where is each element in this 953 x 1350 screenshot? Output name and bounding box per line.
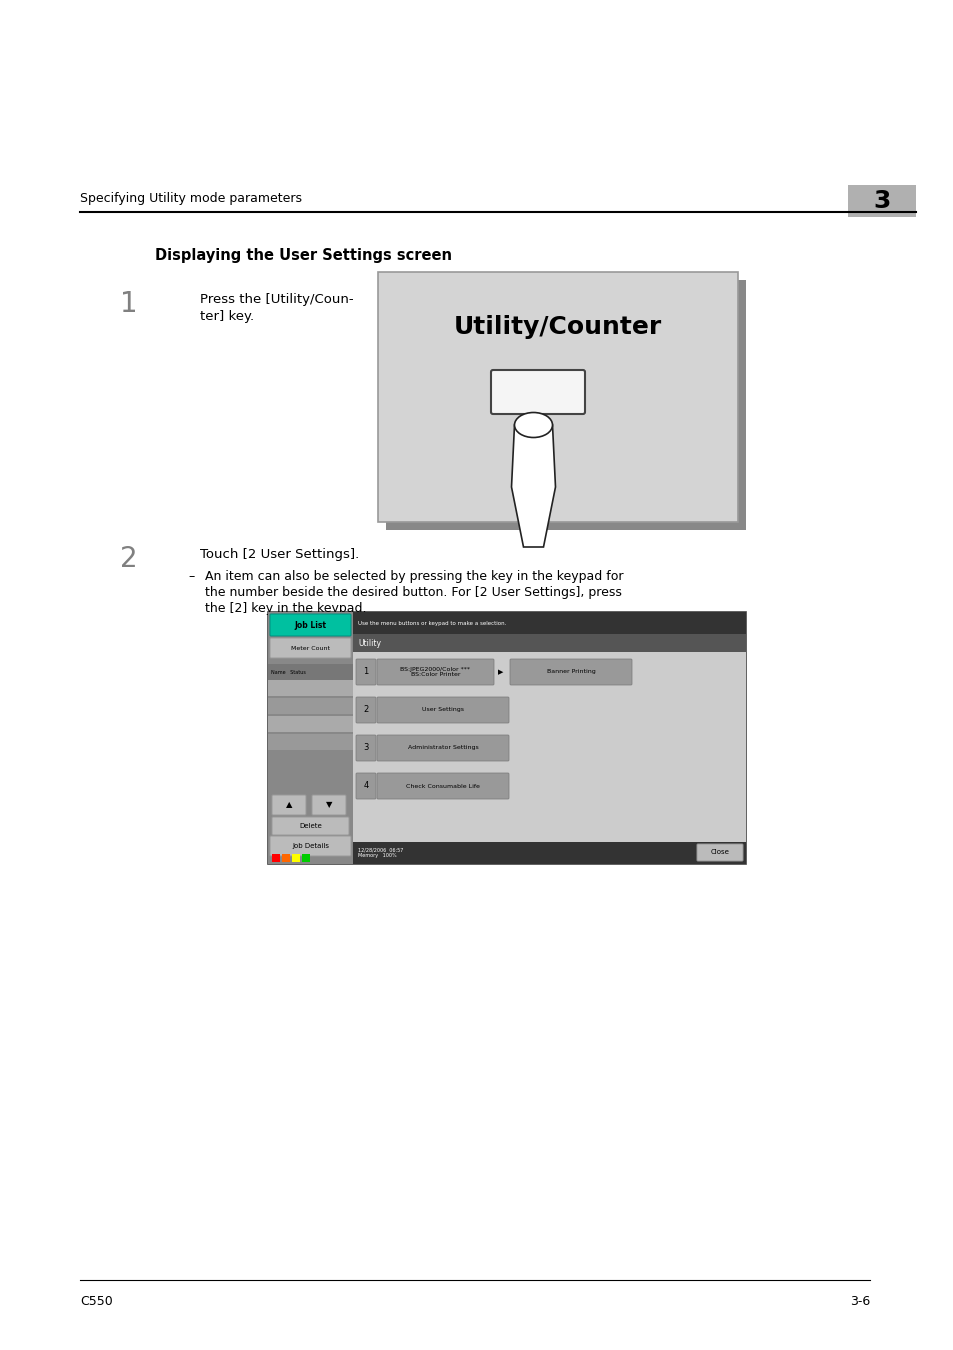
FancyBboxPatch shape — [302, 855, 310, 863]
Text: Utility: Utility — [357, 639, 380, 648]
Text: Displaying the User Settings screen: Displaying the User Settings screen — [154, 248, 452, 263]
Text: User Settings: User Settings — [421, 707, 463, 713]
Text: 4: 4 — [363, 782, 368, 791]
Text: 2: 2 — [120, 545, 137, 572]
FancyBboxPatch shape — [847, 185, 915, 217]
FancyBboxPatch shape — [353, 612, 745, 634]
FancyBboxPatch shape — [377, 271, 738, 522]
FancyBboxPatch shape — [386, 279, 745, 531]
Text: 1: 1 — [120, 290, 137, 319]
Text: ▶: ▶ — [497, 670, 503, 675]
FancyBboxPatch shape — [268, 680, 353, 697]
Text: Use the menu buttons or keypad to make a selection.: Use the menu buttons or keypad to make a… — [357, 621, 506, 625]
FancyBboxPatch shape — [272, 795, 306, 815]
Text: Job Details: Job Details — [292, 842, 329, 849]
Text: Meter Count: Meter Count — [291, 645, 330, 651]
Ellipse shape — [514, 413, 552, 437]
FancyBboxPatch shape — [355, 697, 375, 724]
FancyBboxPatch shape — [376, 774, 509, 799]
Text: Check Consumable Life: Check Consumable Life — [406, 783, 479, 788]
Polygon shape — [511, 425, 555, 547]
Text: ▲: ▲ — [286, 801, 292, 810]
Text: Name   Status: Name Status — [271, 670, 306, 675]
FancyBboxPatch shape — [292, 855, 299, 863]
FancyBboxPatch shape — [282, 855, 290, 863]
Text: 2: 2 — [363, 706, 368, 714]
FancyBboxPatch shape — [355, 734, 375, 761]
Text: An item can also be selected by pressing the key in the keypad for: An item can also be selected by pressing… — [205, 570, 623, 583]
FancyBboxPatch shape — [353, 652, 745, 842]
Text: Banner Printing: Banner Printing — [546, 670, 595, 675]
FancyBboxPatch shape — [353, 842, 745, 864]
FancyBboxPatch shape — [376, 697, 509, 724]
Text: C550: C550 — [80, 1295, 112, 1308]
FancyBboxPatch shape — [697, 844, 742, 861]
Text: 12/28/2006  06:57
Memory   100%: 12/28/2006 06:57 Memory 100% — [357, 848, 403, 859]
Text: 3-6: 3-6 — [849, 1295, 869, 1308]
FancyBboxPatch shape — [268, 698, 353, 714]
FancyBboxPatch shape — [270, 614, 351, 636]
FancyBboxPatch shape — [270, 639, 351, 657]
FancyBboxPatch shape — [355, 774, 375, 799]
Text: Touch [2 User Settings].: Touch [2 User Settings]. — [200, 548, 359, 562]
FancyBboxPatch shape — [268, 612, 353, 864]
FancyBboxPatch shape — [272, 855, 280, 863]
Text: Specifying Utility mode parameters: Specifying Utility mode parameters — [80, 192, 302, 205]
Text: 3: 3 — [363, 744, 368, 752]
Text: –: – — [189, 570, 194, 583]
Text: BS:JPEG2000/Color ***
BS:Color Printer: BS:JPEG2000/Color *** BS:Color Printer — [400, 667, 470, 678]
Text: the [2] key in the keypad.: the [2] key in the keypad. — [205, 602, 366, 616]
FancyBboxPatch shape — [268, 716, 353, 732]
FancyBboxPatch shape — [270, 836, 351, 856]
FancyBboxPatch shape — [353, 634, 745, 652]
FancyBboxPatch shape — [491, 370, 584, 414]
Text: Utility/Counter: Utility/Counter — [454, 315, 661, 339]
FancyBboxPatch shape — [510, 659, 631, 684]
FancyBboxPatch shape — [272, 817, 349, 836]
FancyBboxPatch shape — [376, 659, 494, 684]
FancyBboxPatch shape — [312, 795, 346, 815]
Text: ter] key.: ter] key. — [200, 310, 253, 323]
Text: Job List: Job List — [294, 621, 326, 629]
Text: the number beside the desired button. For [2 User Settings], press: the number beside the desired button. Fo… — [205, 586, 621, 599]
FancyBboxPatch shape — [376, 734, 509, 761]
Text: ▼: ▼ — [325, 801, 332, 810]
FancyBboxPatch shape — [355, 659, 375, 684]
Text: 3: 3 — [872, 189, 890, 213]
Text: Press the [Utility/Coun-: Press the [Utility/Coun- — [200, 293, 354, 306]
Text: Administrator Settings: Administrator Settings — [407, 745, 477, 751]
Text: Close: Close — [710, 849, 729, 856]
Text: 1: 1 — [363, 667, 368, 676]
Text: Delete: Delete — [299, 824, 321, 829]
FancyBboxPatch shape — [268, 612, 745, 864]
FancyBboxPatch shape — [268, 664, 353, 680]
FancyBboxPatch shape — [268, 734, 353, 751]
